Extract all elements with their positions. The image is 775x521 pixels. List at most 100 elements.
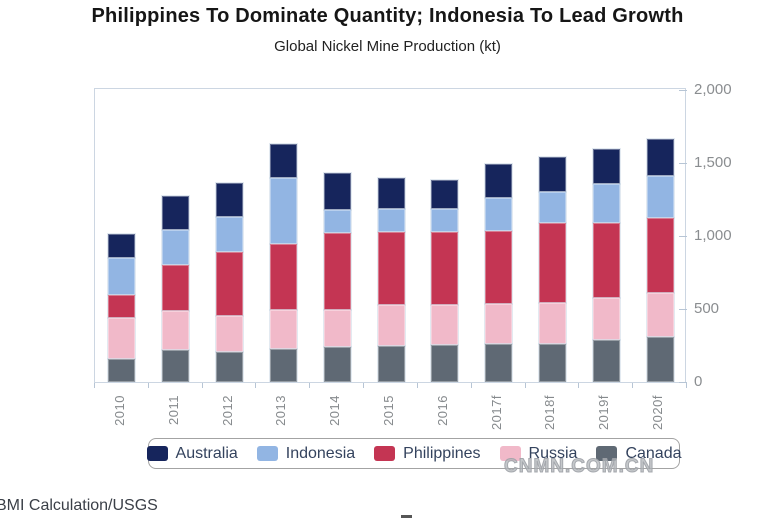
x-axis-tick: [94, 383, 95, 388]
x-axis-tick: [202, 383, 203, 388]
bar-segment-2016-australia: [431, 180, 459, 209]
bar-segment-2018f-indonesia: [538, 192, 566, 223]
legend-item-canada: Canada: [596, 445, 682, 463]
legend-item-indonesia: Indonesia: [256, 444, 356, 463]
bar-segment-2012-canada: [216, 352, 244, 382]
bar-segment-2019f-canada: [592, 340, 620, 382]
bar-segment-2018f-australia: [538, 157, 566, 192]
x-axis-label-2016: 2016: [435, 395, 450, 426]
x-axis-tick: [471, 383, 472, 388]
legend-swatch-australia: [146, 446, 168, 461]
bar-segment-2013-russia: [269, 310, 297, 349]
bar-segment-2014-philippines: [323, 233, 351, 310]
bar-segment-2017f-russia: [485, 304, 513, 344]
bar-2020f: [646, 139, 674, 382]
bar-segment-2020f-philippines: [646, 218, 674, 293]
x-axis-label-2018f: 2018f: [542, 395, 557, 431]
x-axis-tick: [525, 383, 526, 388]
x-axis-label-2010: 2010: [112, 395, 127, 426]
legend-label-russia: Russia: [528, 444, 578, 462]
bar-segment-2018f-philippines: [538, 223, 566, 303]
bar-segment-2020f-canada: [646, 337, 674, 382]
bar-segment-2010-indonesia: [108, 258, 136, 295]
bar-segment-2010-australia: [108, 234, 136, 258]
bar-segment-2010-canada: [108, 359, 136, 382]
legend: Australia Indonesia Philippines Russia Canad…: [146, 438, 682, 469]
bar-segment-2014-indonesia: [323, 210, 351, 233]
bar-segment-2013-philippines: [269, 244, 297, 310]
legend-swatch-philippines: [374, 446, 396, 461]
bar-segment-2019f-indonesia: [592, 184, 620, 223]
watermark: CNMN.COM.CN: [503, 456, 655, 478]
bar-segment-2014-canada: [323, 347, 351, 382]
x-axis-label-2013: 2013: [273, 395, 288, 426]
bar-2019f: [592, 149, 620, 382]
bar-segment-2015-indonesia: [377, 209, 405, 232]
bar-segment-2016-philippines: [431, 232, 459, 305]
bar-segment-2013-indonesia: [269, 178, 297, 244]
legend-label-australia: Australia: [175, 444, 238, 462]
bar-segment-2011-philippines: [162, 265, 190, 311]
bar-segment-2012-russia: [216, 316, 244, 352]
bar-segment-2017f-philippines: [485, 231, 513, 304]
x-axis-label-2015: 2015: [381, 395, 396, 426]
bar-segment-2013-canada: [269, 349, 297, 382]
bar-segment-2015-philippines: [377, 232, 405, 305]
bar-segment-2012-australia: [216, 183, 244, 217]
y-axis-label: 500: [694, 300, 720, 317]
legend-swatch-indonesia: [256, 446, 278, 461]
bar-2016: [431, 180, 459, 382]
plot-area: [94, 88, 686, 383]
bar-segment-2020f-russia: [646, 293, 674, 337]
bar-2011: [162, 196, 190, 382]
bar-2018f: [538, 157, 566, 382]
x-axis-tick: [309, 383, 310, 388]
source-text: BMI Calculation/USGS: [0, 497, 158, 514]
bar-segment-2013-australia: [269, 144, 297, 178]
bar-2017f: [485, 164, 513, 382]
y-axis-label: 1,000: [694, 227, 732, 244]
x-axis-tick: [417, 383, 418, 388]
bar-segment-2020f-indonesia: [646, 176, 674, 218]
bar-segment-2015-canada: [377, 346, 405, 382]
legend-item-australia: Australia: [146, 444, 238, 463]
bar-segment-2017f-australia: [485, 164, 513, 198]
bars-container: [95, 89, 685, 382]
bar-segment-2016-canada: [431, 345, 459, 382]
x-axis-label-2011: 2011: [166, 395, 181, 425]
y-axis-tick: [679, 236, 687, 237]
legend-item-philippines: Philippines: [374, 444, 481, 463]
bar-segment-2018f-russia: [538, 303, 566, 344]
bar-segment-2010-russia: [108, 318, 136, 359]
x-axis-tick: [632, 383, 633, 388]
legend-swatch-russia: [499, 446, 521, 461]
x-axis-tick: [255, 383, 256, 388]
bar-segment-2011-indonesia: [162, 230, 190, 265]
chart-title: Philippines To Dominate Quantity; Indone…: [91, 5, 684, 27]
bar-segment-2012-indonesia: [216, 217, 244, 252]
bar-segment-2017f-canada: [485, 344, 513, 382]
bar-segment-2019f-philippines: [592, 223, 620, 298]
bar-segment-2016-indonesia: [431, 209, 459, 232]
bar-segment-2011-russia: [162, 311, 190, 350]
x-axis-label-2014: 2014: [327, 395, 342, 426]
legend-label-philippines: Philippines: [403, 444, 481, 462]
bar-segment-2014-russia: [323, 310, 351, 347]
x-axis-label-2012: 2012: [220, 395, 235, 426]
bar-segment-2019f-russia: [592, 298, 620, 340]
y-axis-label: 1,500: [694, 154, 732, 171]
y-axis-tick: [679, 382, 687, 383]
bar-segment-2015-australia: [377, 178, 405, 209]
bar-segment-2017f-indonesia: [485, 198, 513, 231]
x-axis-tick: [148, 383, 149, 388]
bar-2014: [323, 173, 351, 382]
x-axis-tick: [578, 383, 579, 388]
bar-segment-2011-canada: [162, 350, 190, 382]
x-axis-label-2020f: 2020f: [650, 395, 665, 431]
legend-label-indonesia: Indonesia: [285, 444, 356, 462]
y-axis-tick: [679, 163, 687, 164]
bar-segment-2010-philippines: [108, 295, 136, 318]
legend-item-russia: Russia: [499, 444, 578, 463]
chart-subtitle: Global Nickel Mine Production (kt): [274, 38, 501, 55]
